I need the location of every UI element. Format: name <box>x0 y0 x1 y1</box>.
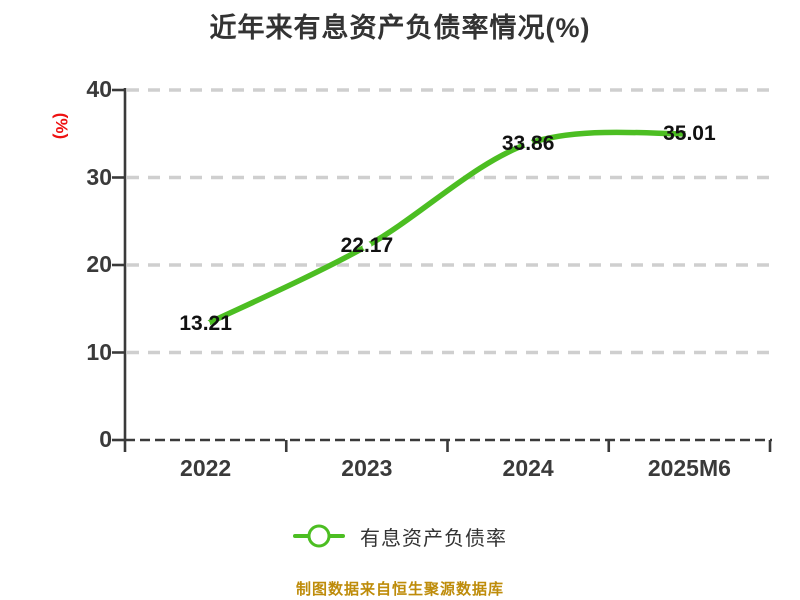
point-marker <box>523 139 533 149</box>
point-value-label: 22.17 <box>340 234 394 257</box>
y-tick-label-0: 0 <box>99 425 112 452</box>
legend-line-marker-icon <box>293 521 345 551</box>
point-marker <box>201 319 211 329</box>
point-value-label: 13.21 <box>179 312 232 336</box>
chart-title: 近年来有息资产负债率情况(%) <box>209 13 591 43</box>
x-tick-label-2022: 2022 <box>180 455 232 481</box>
data-source-note: 制图数据来自恒生聚源数据库 <box>295 581 504 598</box>
y-tick-label-30: 30 <box>86 163 112 190</box>
point-value-label: 35.01 <box>663 121 716 145</box>
x-tick-label-2025M6: 2025M6 <box>647 455 731 481</box>
legend-label: 有息资产负债率 <box>360 527 507 550</box>
x-tick-label-2023: 2023 <box>341 455 393 481</box>
legend: 有息资产负债率 <box>0 521 800 551</box>
point-value-label: 33.86 <box>501 131 555 155</box>
legend-item-series[interactable]: 有息资产负债率 <box>293 521 507 551</box>
y-tick-label-40: 40 <box>86 75 112 102</box>
y-tick-label-20: 20 <box>86 250 112 277</box>
x-tick-label-2024: 2024 <box>502 455 554 481</box>
y-tick-label-10: 10 <box>86 338 112 365</box>
series-line <box>202 129 693 328</box>
point-marker <box>684 129 694 139</box>
point-marker <box>362 241 372 251</box>
